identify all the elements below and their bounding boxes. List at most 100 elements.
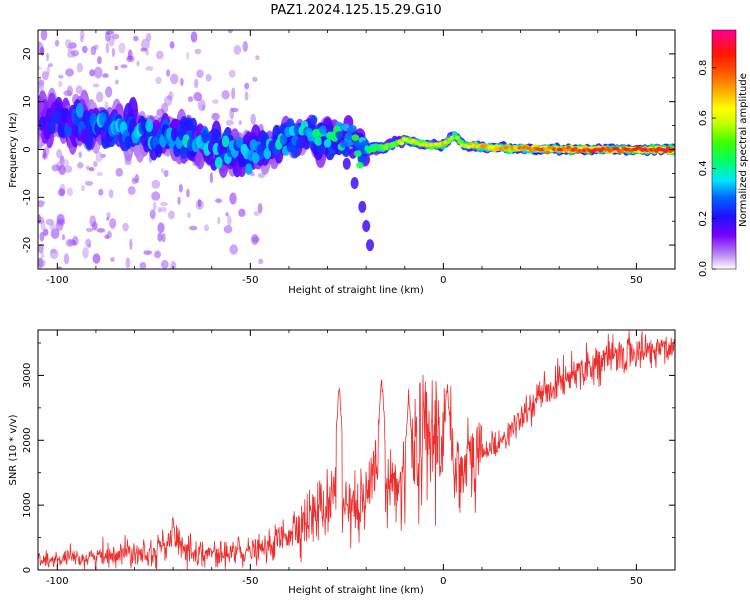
- snr-y-tick-label: 0: [22, 567, 33, 573]
- heatmap-noise-cell: [244, 82, 250, 90]
- heatmap-noise-cell: [46, 52, 49, 62]
- heatmap-noise-cell: [57, 80, 63, 88]
- heatmap-noise-cell: [250, 113, 256, 125]
- snr-y-axis-label: SNR (10 * v/v): [8, 414, 19, 485]
- heatmap-noise-cell: [66, 85, 73, 97]
- heatmap-noise-cell: [106, 212, 111, 219]
- heatmap-noise-cell: [131, 177, 138, 185]
- heatmap-noise-cell: [114, 79, 119, 85]
- heatmap-noise-cell: [225, 119, 234, 126]
- heatmap-noise-cell: [229, 107, 234, 120]
- heatmap-noise-cell: [229, 244, 238, 255]
- heatmap-noise-cell: [108, 189, 114, 199]
- heatmap-noise-cell: [169, 41, 175, 49]
- spectrogram-x-ticks: -100 -50 0 50: [46, 30, 676, 286]
- heatmap-noise-cell: [160, 167, 165, 174]
- heatmap-noise-cell: [233, 44, 242, 55]
- heatmap-ridge-cell: [235, 136, 244, 148]
- heatmap-ridge-cell: [286, 142, 295, 153]
- heatmap-noise-cell: [242, 41, 248, 52]
- snr-y-ticks: 0 1000 2000 3000: [22, 342, 675, 573]
- heatmap-ridge-cell: [335, 131, 343, 140]
- heatmap-ridge-cell: [124, 135, 133, 150]
- heatmap-ridge-cell: [75, 102, 84, 118]
- heatmap-noise-cell: [197, 199, 202, 208]
- heatmap-ridge-cell: [154, 144, 163, 158]
- heatmap-noise-cell: [143, 250, 152, 256]
- heatmap-noise-cell: [78, 151, 82, 158]
- spectrogram-y-tick-label: 0: [22, 146, 33, 152]
- heatmap-ridge-cell: [48, 118, 56, 135]
- heatmap-ridge-cell: [351, 134, 360, 142]
- heatmap-noise-cell: [65, 68, 74, 77]
- heatmap-ridge-cell: [55, 96, 63, 113]
- heatmap-noise-cell: [187, 212, 191, 219]
- heatmap-noise-cell: [51, 164, 60, 172]
- heatmap-noise-cell: [104, 234, 109, 240]
- heatmap-ridge-cell: [489, 145, 495, 150]
- heatmap-noise-cell: [228, 69, 236, 78]
- heatmap-noise-cell: [211, 112, 220, 121]
- heatmap-noise-cell: [88, 167, 95, 172]
- heatmap-ridge-cell: [251, 152, 260, 164]
- heatmap-noise-cell: [145, 66, 154, 71]
- heatmap-noise-cell: [114, 65, 119, 71]
- heatmap-noise-cell: [93, 161, 98, 167]
- heatmap-noise-cell: [96, 91, 104, 103]
- snr-x-tick-label: -50: [242, 576, 258, 587]
- heatmap-noise-cell: [145, 32, 152, 42]
- heatmap-ridge-cell: [619, 149, 625, 154]
- heatmap-noise-cell: [118, 42, 126, 54]
- heatmap-noise-cell: [40, 30, 48, 41]
- heatmap-noise-cell: [253, 210, 260, 217]
- heatmap-ridge-cell: [454, 136, 460, 140]
- heatmap-noise-cell: [98, 188, 104, 196]
- heatmap-noise-cell: [231, 87, 236, 100]
- heatmap-noise-cell: [212, 99, 219, 104]
- heatmap-ridge-cell: [360, 140, 369, 147]
- spectrogram-x-tick-label: -100: [46, 275, 69, 286]
- heatmap-noise-cell: [151, 191, 161, 201]
- heatmap-noise-cell: [157, 232, 163, 242]
- heatmap-noise-cell: [157, 222, 165, 233]
- heatmap-noise-cell: [39, 231, 45, 242]
- heatmap-noise-cell: [58, 165, 66, 176]
- heatmap-noise-cell: [65, 238, 74, 247]
- heatmap-ridge-cell: [663, 149, 669, 154]
- heatmap-noise-cell: [109, 218, 117, 229]
- heatmap-branch-cell: [350, 177, 359, 189]
- heatmap-noise-cell: [194, 48, 202, 55]
- heatmap-noise-cell: [170, 260, 177, 269]
- heatmap-noise-cell: [141, 38, 150, 51]
- heatmap-noise-cell: [62, 234, 65, 241]
- heatmap-noise-cell: [229, 192, 237, 205]
- heatmap-ridge-cell: [189, 117, 197, 132]
- heatmap-noise-cell: [58, 188, 65, 197]
- heatmap-branch-cell: [366, 239, 374, 252]
- snr-frame: [37, 329, 676, 571]
- heatmap-ridge-cell: [573, 146, 578, 151]
- heatmap-noise-cell: [151, 179, 161, 189]
- heatmap-noise-cell: [38, 259, 46, 267]
- heatmap-noise-cell: [56, 149, 63, 159]
- heatmap-noise-cell: [166, 69, 171, 77]
- heatmap-ridge-cell: [445, 140, 451, 145]
- heatmap-noise-cell: [238, 120, 242, 126]
- heatmap-noise-cell: [193, 92, 203, 102]
- colorbar-tick-label: 0.2: [698, 211, 709, 227]
- spectrogram-y-tick-label: -10: [22, 189, 33, 205]
- heatmap-noise-cell: [163, 170, 169, 177]
- snr-x-axis-label: Height of straight line (km): [288, 585, 424, 596]
- heatmap-noise-cell: [85, 180, 93, 186]
- heatmap-noise-cell: [38, 143, 43, 148]
- heatmap-noise-cell: [66, 187, 73, 197]
- spectrogram-x-tick-label: 0: [440, 275, 446, 286]
- heatmap-noise-cell: [225, 212, 229, 217]
- snr-plot-area: [38, 330, 675, 570]
- heatmap-noise-cell: [196, 69, 204, 78]
- snr-y-tick-label: 1000: [22, 492, 33, 517]
- heatmap-ridge-cell: [344, 132, 353, 140]
- heatmap-branch-cell: [358, 200, 367, 213]
